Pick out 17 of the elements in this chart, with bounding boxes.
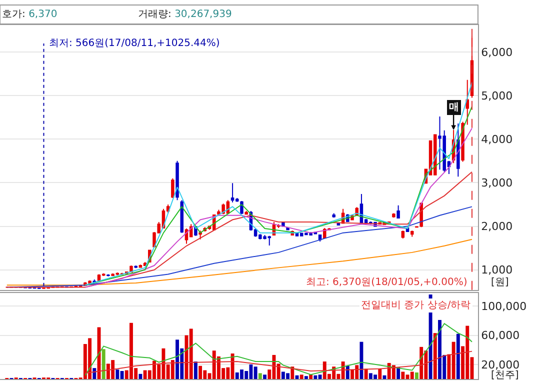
y-tick-label: 100,000: [481, 300, 527, 313]
annotation: 최고: 6,370원(18/01/05,+0.00%): [306, 277, 468, 288]
y-tick-label: 3,000: [481, 176, 513, 190]
annotation: 매: [449, 102, 459, 113]
y-tick-label: 1,000: [481, 264, 513, 277]
annotation: 전일대비 종가 상승/하락: [361, 300, 471, 311]
y-tick-label: 4,000: [481, 132, 513, 146]
text: 거래량: 30,267,939: [138, 9, 232, 20]
y-axis-title: [천주]: [491, 370, 519, 381]
y-tick-label: 20,000: [481, 358, 520, 372]
text: 호가: 6,370: [2, 9, 58, 20]
y-tick-label: 2,000: [481, 220, 513, 234]
annotation: 최저: 566원(17/08/11,+1025.44%): [49, 38, 220, 49]
y-tick-label: 6,000: [481, 46, 513, 59]
y-tick-label: 5,000: [481, 89, 513, 102]
y-axis-title: [원]: [491, 277, 509, 288]
y-tick-label: 60,000: [481, 329, 520, 342]
